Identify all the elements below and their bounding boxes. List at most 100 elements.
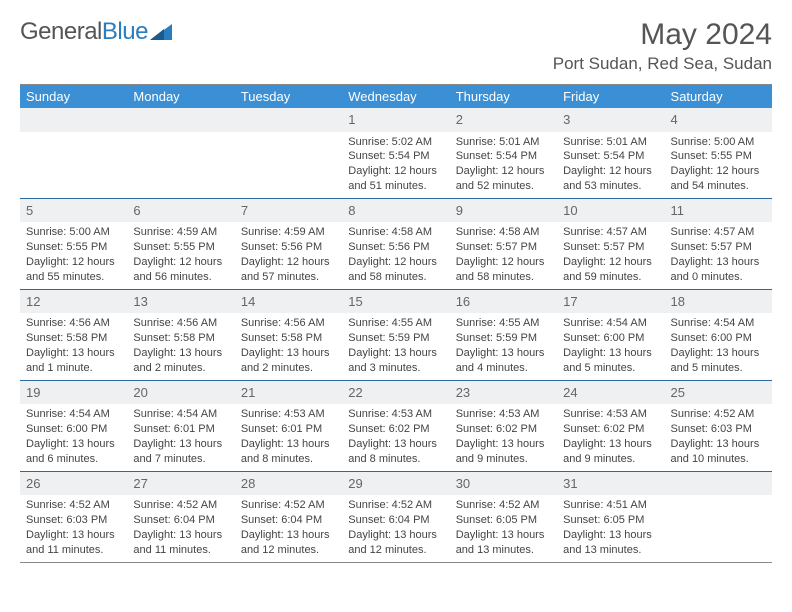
- day-sr: Sunrise: 4:52 AM: [348, 498, 443, 513]
- day-body: Sunrise: 5:02 AMSunset: 5:54 PMDaylight:…: [342, 132, 449, 198]
- day-sr: Sunrise: 4:56 AM: [26, 316, 121, 331]
- weekday-header: Sunday: [20, 85, 127, 109]
- day-dl2: and 59 minutes.: [563, 270, 658, 285]
- day-sr: Sunrise: 4:53 AM: [563, 407, 658, 422]
- day-sr: Sunrise: 4:53 AM: [456, 407, 551, 422]
- day-body: Sunrise: 4:52 AMSunset: 6:04 PMDaylight:…: [235, 495, 342, 561]
- day-body: Sunrise: 4:56 AMSunset: 5:58 PMDaylight:…: [235, 313, 342, 379]
- day-dl1: Daylight: 12 hours: [563, 255, 658, 270]
- day-body: Sunrise: 5:01 AMSunset: 5:54 PMDaylight:…: [557, 132, 664, 198]
- day-dl2: and 57 minutes.: [241, 270, 336, 285]
- day-dl2: and 2 minutes.: [133, 361, 228, 376]
- day-sr: Sunrise: 4:52 AM: [26, 498, 121, 513]
- day-dl1: Daylight: 12 hours: [133, 255, 228, 270]
- weekday-header: Wednesday: [342, 85, 449, 109]
- day-number: 19: [20, 381, 127, 405]
- day-body: Sunrise: 4:55 AMSunset: 5:59 PMDaylight:…: [342, 313, 449, 379]
- day-dl1: Daylight: 12 hours: [456, 164, 551, 179]
- calendar-day-cell: 8Sunrise: 4:58 AMSunset: 5:56 PMDaylight…: [342, 198, 449, 289]
- logo: GeneralBlue: [20, 18, 172, 46]
- calendar-day-cell: 19Sunrise: 4:54 AMSunset: 6:00 PMDayligh…: [20, 380, 127, 471]
- day-dl1: Daylight: 13 hours: [671, 346, 766, 361]
- day-number: 14: [235, 290, 342, 314]
- day-ss: Sunset: 6:00 PM: [563, 331, 658, 346]
- day-dl2: and 10 minutes.: [671, 452, 766, 467]
- day-number-empty: [235, 108, 342, 132]
- day-dl2: and 2 minutes.: [241, 361, 336, 376]
- day-ss: Sunset: 5:58 PM: [241, 331, 336, 346]
- day-ss: Sunset: 5:56 PM: [241, 240, 336, 255]
- day-number: 4: [665, 108, 772, 132]
- day-ss: Sunset: 6:03 PM: [671, 422, 766, 437]
- day-number: 3: [557, 108, 664, 132]
- day-number: 23: [450, 381, 557, 405]
- day-sr: Sunrise: 4:51 AM: [563, 498, 658, 513]
- day-number-empty: [665, 472, 772, 496]
- day-dl1: Daylight: 13 hours: [241, 346, 336, 361]
- day-number: 11: [665, 199, 772, 223]
- day-dl1: Daylight: 13 hours: [671, 437, 766, 452]
- day-sr: Sunrise: 4:52 AM: [456, 498, 551, 513]
- day-dl2: and 8 minutes.: [348, 452, 443, 467]
- day-dl2: and 51 minutes.: [348, 179, 443, 194]
- day-number-empty: [20, 108, 127, 132]
- day-body: Sunrise: 4:52 AMSunset: 6:03 PMDaylight:…: [665, 404, 772, 470]
- day-dl1: Daylight: 13 hours: [133, 437, 228, 452]
- day-ss: Sunset: 5:57 PM: [563, 240, 658, 255]
- day-body: Sunrise: 4:54 AMSunset: 6:00 PMDaylight:…: [20, 404, 127, 470]
- day-ss: Sunset: 6:04 PM: [241, 513, 336, 528]
- calendar-day-cell: 27Sunrise: 4:52 AMSunset: 6:04 PMDayligh…: [127, 471, 234, 562]
- day-body: Sunrise: 4:59 AMSunset: 5:56 PMDaylight:…: [235, 222, 342, 288]
- calendar-day-cell: 22Sunrise: 4:53 AMSunset: 6:02 PMDayligh…: [342, 380, 449, 471]
- day-body: Sunrise: 4:57 AMSunset: 5:57 PMDaylight:…: [665, 222, 772, 288]
- day-sr: Sunrise: 4:53 AM: [348, 407, 443, 422]
- day-ss: Sunset: 6:04 PM: [133, 513, 228, 528]
- day-dl1: Daylight: 13 hours: [348, 437, 443, 452]
- logo-part2: Blue: [102, 18, 148, 45]
- day-number: 5: [20, 199, 127, 223]
- weekday-header: Thursday: [450, 85, 557, 109]
- calendar-day-cell: 3Sunrise: 5:01 AMSunset: 5:54 PMDaylight…: [557, 108, 664, 198]
- logo-triangle-icon: [150, 24, 172, 40]
- day-number: 10: [557, 199, 664, 223]
- day-ss: Sunset: 6:03 PM: [26, 513, 121, 528]
- calendar-week-row: 12Sunrise: 4:56 AMSunset: 5:58 PMDayligh…: [20, 289, 772, 380]
- day-body: Sunrise: 4:53 AMSunset: 6:02 PMDaylight:…: [557, 404, 664, 470]
- day-ss: Sunset: 6:02 PM: [456, 422, 551, 437]
- day-sr: Sunrise: 5:02 AM: [348, 135, 443, 150]
- day-ss: Sunset: 5:59 PM: [456, 331, 551, 346]
- calendar-day-cell: 14Sunrise: 4:56 AMSunset: 5:58 PMDayligh…: [235, 289, 342, 380]
- day-ss: Sunset: 6:00 PM: [671, 331, 766, 346]
- weekday-header: Tuesday: [235, 85, 342, 109]
- day-dl2: and 54 minutes.: [671, 179, 766, 194]
- calendar-day-cell: 18Sunrise: 4:54 AMSunset: 6:00 PMDayligh…: [665, 289, 772, 380]
- calendar-day-cell: [235, 108, 342, 198]
- day-number: 2: [450, 108, 557, 132]
- calendar-day-cell: 12Sunrise: 4:56 AMSunset: 5:58 PMDayligh…: [20, 289, 127, 380]
- day-dl1: Daylight: 13 hours: [563, 346, 658, 361]
- day-number: 26: [20, 472, 127, 496]
- day-dl2: and 11 minutes.: [133, 543, 228, 558]
- day-body: Sunrise: 4:57 AMSunset: 5:57 PMDaylight:…: [557, 222, 664, 288]
- day-number: 28: [235, 472, 342, 496]
- day-dl2: and 13 minutes.: [563, 543, 658, 558]
- day-dl2: and 12 minutes.: [241, 543, 336, 558]
- day-sr: Sunrise: 5:00 AM: [671, 135, 766, 150]
- day-body: Sunrise: 4:58 AMSunset: 5:57 PMDaylight:…: [450, 222, 557, 288]
- day-ss: Sunset: 5:59 PM: [348, 331, 443, 346]
- day-body: Sunrise: 4:53 AMSunset: 6:01 PMDaylight:…: [235, 404, 342, 470]
- day-ss: Sunset: 6:05 PM: [456, 513, 551, 528]
- day-dl1: Daylight: 13 hours: [348, 528, 443, 543]
- day-dl1: Daylight: 13 hours: [456, 437, 551, 452]
- day-dl2: and 58 minutes.: [456, 270, 551, 285]
- day-number: 27: [127, 472, 234, 496]
- day-body: Sunrise: 4:54 AMSunset: 6:00 PMDaylight:…: [665, 313, 772, 379]
- day-dl1: Daylight: 13 hours: [26, 528, 121, 543]
- calendar-day-cell: 30Sunrise: 4:52 AMSunset: 6:05 PMDayligh…: [450, 471, 557, 562]
- day-number: 21: [235, 381, 342, 405]
- calendar-week-row: 19Sunrise: 4:54 AMSunset: 6:00 PMDayligh…: [20, 380, 772, 471]
- day-dl2: and 58 minutes.: [348, 270, 443, 285]
- day-number: 25: [665, 381, 772, 405]
- day-ss: Sunset: 5:54 PM: [563, 149, 658, 164]
- day-body: Sunrise: 4:59 AMSunset: 5:55 PMDaylight:…: [127, 222, 234, 288]
